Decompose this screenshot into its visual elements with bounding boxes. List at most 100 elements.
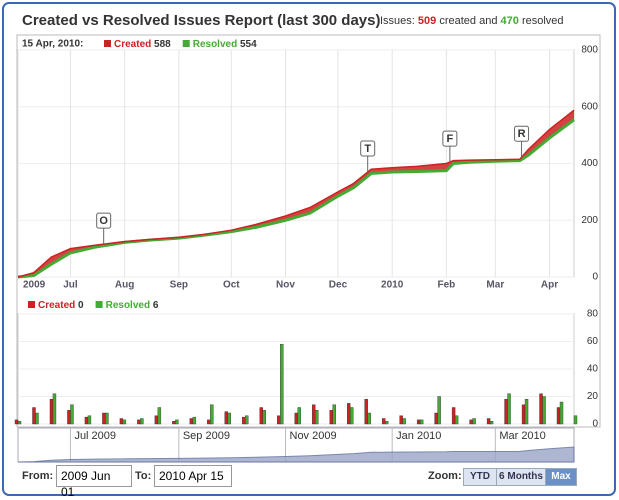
- to-label: To:: [135, 470, 152, 482]
- y-tick-label: 0: [592, 419, 598, 430]
- y-tick-label: 40: [587, 364, 599, 375]
- bar: [486, 418, 491, 425]
- bar: [87, 415, 92, 425]
- bar: [364, 399, 368, 425]
- bar: [472, 418, 476, 425]
- bar: [137, 419, 141, 425]
- x-tick-label: Dec: [329, 280, 348, 291]
- bar: [172, 421, 176, 425]
- resolved-text: resolved: [522, 15, 564, 27]
- bar: [192, 416, 197, 425]
- from-input[interactable]: 2009 Jun 01: [56, 465, 132, 499]
- bar: [84, 416, 89, 425]
- flag-label: R: [518, 128, 526, 140]
- created-count: 509: [418, 15, 436, 27]
- line: [17, 109, 575, 278]
- bar: [119, 418, 124, 425]
- bar: [297, 407, 301, 425]
- x-tick-label: Aug: [115, 280, 134, 291]
- summary: Issues: 509 created and 470 resolved: [380, 15, 564, 27]
- bar: [521, 404, 526, 425]
- bar: [210, 404, 214, 425]
- bar: [105, 412, 109, 425]
- bar: [207, 419, 211, 425]
- bar: [559, 401, 564, 425]
- navigator-area: [17, 446, 575, 463]
- title: Created vs Resolved Issues Report (last …: [22, 12, 381, 29]
- bar: [556, 407, 561, 425]
- bar: [367, 412, 371, 425]
- zoom-button[interactable]: YTD: [463, 468, 497, 486]
- x-tick-label: Jul: [63, 280, 78, 291]
- bar: [67, 410, 71, 425]
- navigator-label: Sep 2009: [183, 430, 230, 442]
- to-input[interactable]: 2010 Apr 15: [154, 465, 232, 487]
- y-tick-label: 60: [587, 336, 599, 347]
- x-tick-label: Apr: [541, 280, 558, 291]
- flag: [360, 140, 376, 157]
- bar: [312, 404, 316, 425]
- zoom-label: Zoom:: [428, 470, 462, 482]
- x-tick-label: Feb: [437, 280, 455, 291]
- bar: [277, 415, 281, 425]
- zoom-button[interactable]: Max: [545, 468, 577, 486]
- navigator-label: Jan 2010: [396, 430, 441, 442]
- bar: [315, 410, 319, 425]
- legend-entry: Created 0: [38, 300, 84, 311]
- legend-value: 554: [240, 39, 257, 50]
- bar: [402, 418, 406, 425]
- bar: [70, 404, 74, 425]
- bar: [14, 419, 19, 425]
- y-tick-label: 200: [581, 215, 598, 226]
- resolved-count: 470: [501, 15, 519, 27]
- bar: [17, 421, 22, 425]
- bar: [329, 410, 333, 425]
- bar: [384, 421, 389, 425]
- bar: [32, 407, 36, 425]
- bar: [507, 393, 511, 425]
- bar: [154, 415, 159, 425]
- bar: [419, 419, 424, 425]
- flag-label: O: [99, 215, 108, 227]
- bar: [332, 404, 336, 425]
- bar: [189, 418, 194, 425]
- x-tick-label: Oct: [223, 280, 240, 291]
- bar: [224, 411, 229, 425]
- bar: [381, 418, 386, 425]
- bar: [416, 419, 421, 425]
- zoom-button[interactable]: 6 Months: [496, 468, 546, 486]
- bar: [504, 399, 508, 425]
- legend-entry: Resolved 554: [193, 39, 257, 50]
- bar: [280, 344, 284, 425]
- bar: [451, 407, 456, 425]
- legend-swatch: [28, 301, 35, 308]
- y-tick-label: 0: [592, 272, 598, 283]
- navigator-label: Nov 2009: [290, 430, 337, 442]
- flag: [442, 130, 458, 147]
- bar: [294, 412, 298, 425]
- legend-swatch: [104, 40, 111, 47]
- x-tick-label: Mar: [486, 280, 504, 291]
- legend-entry: Created 588: [114, 39, 171, 50]
- y-tick-label: 600: [581, 101, 598, 112]
- bar: [245, 415, 249, 425]
- bar: [140, 418, 144, 425]
- line: [17, 118, 575, 279]
- y-tick-label: 80: [587, 309, 599, 320]
- legend-value: 6: [153, 300, 159, 311]
- created-text: created and: [439, 15, 497, 27]
- bar: [573, 415, 578, 425]
- legend-date: 15 Apr, 2010:: [22, 39, 83, 50]
- bar: [347, 403, 351, 425]
- band: [18, 110, 574, 277]
- legend-name: Resolved: [193, 39, 237, 50]
- x-tick-label: 2010: [381, 280, 404, 291]
- y-tick-label: 400: [581, 158, 598, 169]
- x-tick-label: Nov: [276, 280, 295, 291]
- flag: [514, 125, 530, 142]
- legend-value: 588: [154, 39, 171, 50]
- bar: [542, 396, 546, 425]
- bar: [434, 412, 438, 425]
